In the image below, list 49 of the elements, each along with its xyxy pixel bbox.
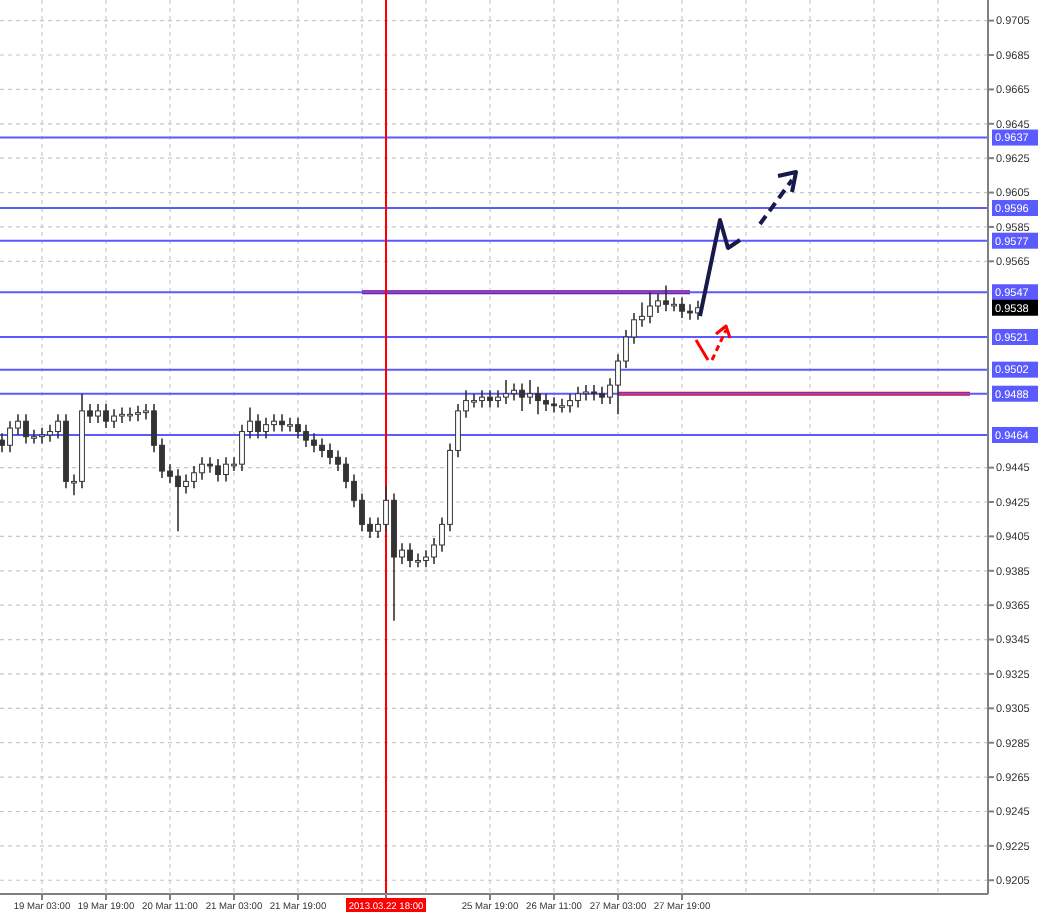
candlestick (263, 416, 269, 440)
candlestick (519, 382, 525, 412)
candlestick (191, 465, 197, 490)
candlestick (575, 386, 581, 409)
candlestick (511, 382, 517, 402)
candlestick (207, 456, 213, 474)
candlestick (671, 296, 677, 312)
candlestick (111, 408, 117, 429)
candlestick (271, 413, 277, 433)
candlestick (215, 458, 221, 483)
candlestick (0, 432, 5, 453)
candlestick (679, 296, 685, 319)
candlestick (31, 429, 37, 445)
candlestick (39, 427, 45, 445)
candlestick (663, 284, 669, 312)
candlestick (591, 384, 597, 402)
candlestick (183, 473, 189, 495)
candlestick (7, 420, 13, 453)
candlestick (471, 392, 477, 409)
candlestick (127, 406, 133, 423)
candlestick (415, 552, 421, 569)
candlestick (303, 423, 309, 448)
candlestick (95, 403, 101, 424)
candlestick (175, 468, 181, 533)
candlestick (103, 403, 109, 429)
candlestick (647, 291, 653, 325)
candlestick (655, 293, 661, 314)
candlestick (239, 423, 245, 472)
candlestick (223, 456, 229, 483)
candlestick (135, 404, 141, 423)
candlestick (551, 396, 557, 414)
candlestick (119, 406, 125, 424)
candlestick (295, 416, 301, 440)
candlestick (199, 456, 205, 481)
candlestick (287, 416, 293, 433)
candlestick (327, 442, 333, 465)
candlestick (311, 432, 317, 453)
candlestick (279, 413, 285, 433)
candlestick (527, 379, 533, 405)
candlestick (559, 398, 565, 414)
candlestick (687, 303, 693, 321)
candlestick (23, 413, 29, 445)
candlestick (407, 542, 413, 569)
candlestick (503, 379, 509, 405)
candlestick (567, 392, 573, 414)
candlestick (583, 384, 589, 402)
candlestick (319, 437, 325, 459)
candlestick (255, 413, 261, 440)
candlestick (535, 386, 541, 416)
